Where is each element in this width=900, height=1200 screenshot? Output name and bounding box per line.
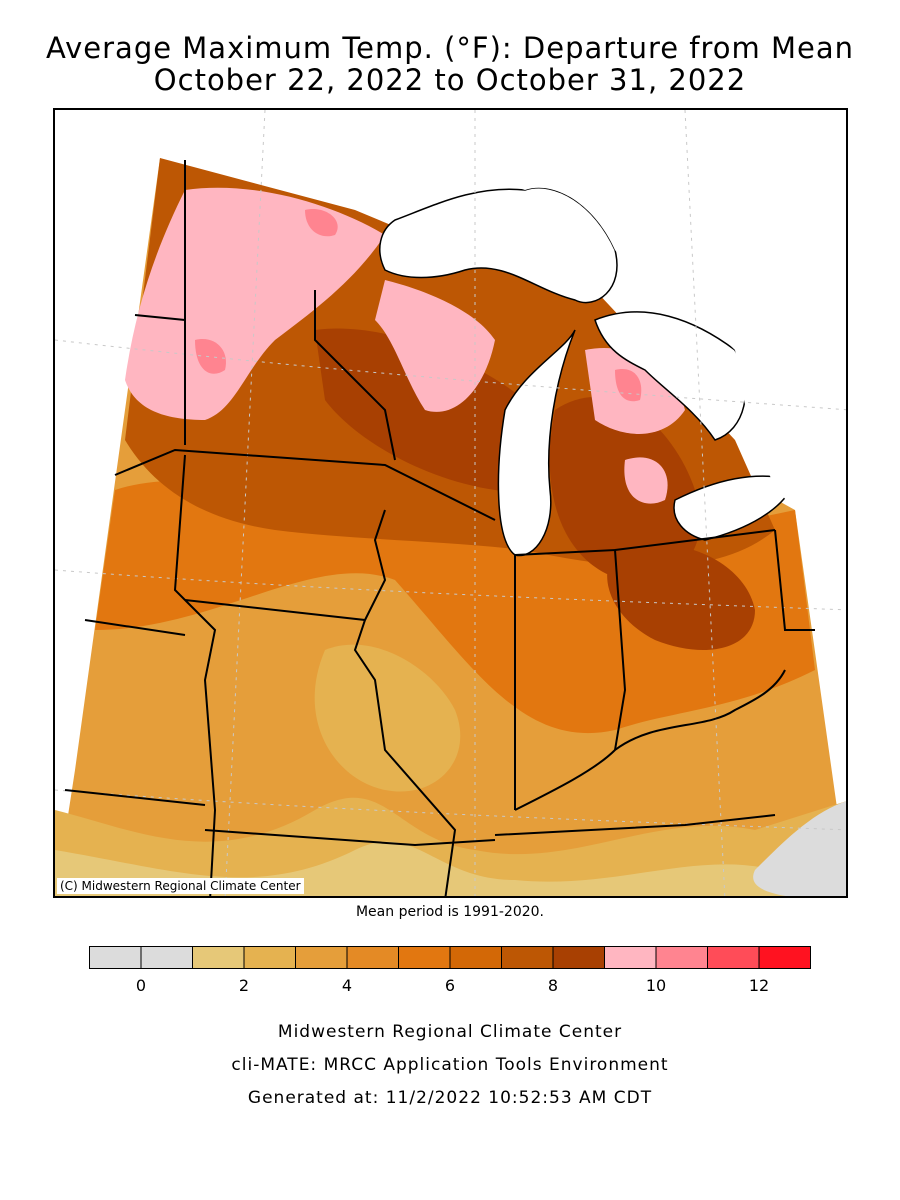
- legend-swatch-2: [192, 946, 245, 969]
- footer-tool: cli-MATE: MRCC Application Tools Environ…: [231, 1055, 669, 1075]
- zone-south-light: [55, 797, 846, 896]
- zone-illinois-light: [314, 644, 461, 792]
- zone-hot-spot-1: [195, 339, 226, 374]
- legend-tick-12: 12: [748, 976, 770, 995]
- legend-swatch-10: [604, 946, 657, 969]
- legend-swatch-7: [449, 946, 502, 969]
- legend-swatch-8: [501, 946, 554, 969]
- state-borders: [64, 160, 815, 896]
- zone-pink-wisconsin: [375, 280, 495, 412]
- legend-tick-8: 8: [547, 976, 559, 995]
- lake-huron: [594, 311, 747, 441]
- legend-swatch-13: [758, 946, 811, 969]
- legend-swatch-4: [295, 946, 348, 969]
- map-title-line2: October 22, 2022 to October 31, 2022: [153, 63, 747, 97]
- lake-michigan: [497, 329, 576, 557]
- canada-region: [455, 110, 846, 510]
- legend-swatch-12: [707, 946, 760, 969]
- zone-pink-michigan2: [624, 457, 668, 504]
- legend-tick-6: 6: [444, 976, 456, 995]
- lake-erie: [673, 475, 796, 541]
- footer-org: Midwestern Regional Climate Center: [277, 1022, 623, 1042]
- graticule: [55, 110, 846, 896]
- legend-tick-0: 0: [135, 976, 147, 995]
- footer-generated: Generated at: 11/2/2022 10:52:53 AM CDT: [247, 1088, 653, 1108]
- map-title-line1: Average Maximum Temp. (°F): Departure fr…: [45, 31, 855, 65]
- zone-southeast-gray: [753, 801, 846, 896]
- contour-map: [55, 110, 846, 896]
- legend-tick-4: 4: [341, 976, 353, 995]
- mean-period-note: Mean period is 1991-2020.: [355, 904, 545, 920]
- map-panel: (C) Midwestern Regional Climate Center: [53, 108, 848, 898]
- legend-swatch-11: [655, 946, 708, 969]
- legend-tick-10: 10: [645, 976, 667, 995]
- zone-dark-ohio: [607, 543, 755, 650]
- color-legend: [89, 946, 811, 969]
- map-copyright: (C) Midwestern Regional Climate Center: [57, 878, 304, 894]
- legend-swatch-0: [89, 946, 142, 969]
- legend-swatch-9: [552, 946, 605, 969]
- lake-superior: [379, 187, 618, 304]
- legend-swatch-6: [398, 946, 451, 969]
- legend-swatch-3: [243, 946, 296, 969]
- legend-swatch-5: [346, 946, 399, 969]
- zone-hot-spot-2: [305, 209, 338, 237]
- legend-tick-2: 2: [238, 976, 250, 995]
- zone-dark-michigan: [549, 397, 701, 582]
- legend-swatch-1: [140, 946, 193, 969]
